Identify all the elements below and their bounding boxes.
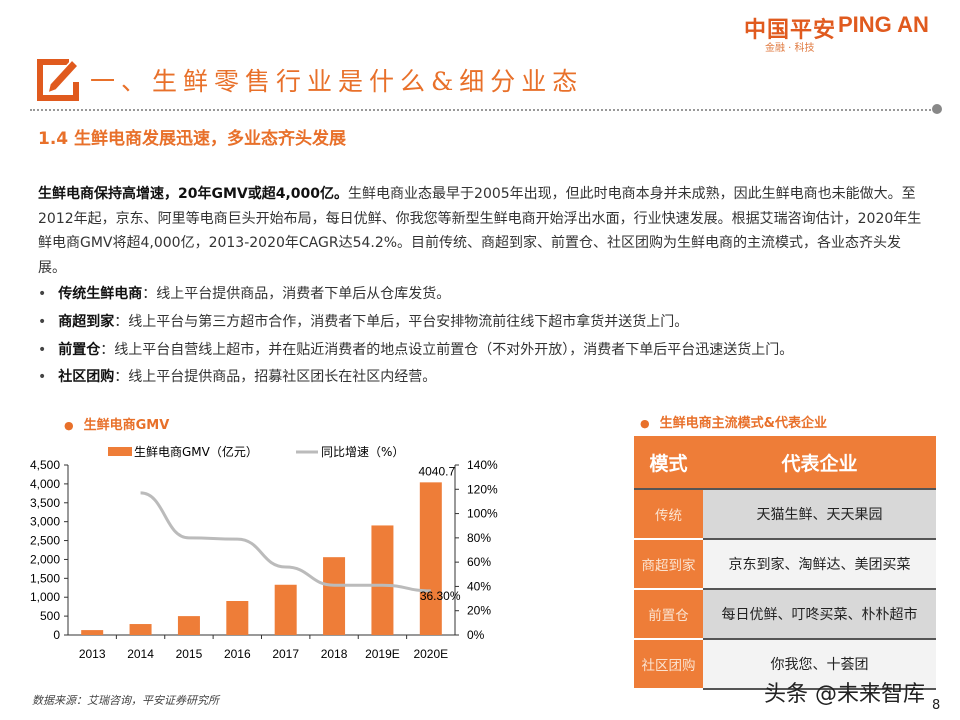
bullet-text: ：线上平台自营线上超市，并在贴近消费者的地点设立前置仓（不对外开放），消费者下单…: [100, 341, 794, 358]
chart-section-title: 生鲜电商GMV: [64, 414, 170, 433]
company-cell: 你我您、十荟团: [703, 639, 936, 690]
legend-bar-swatch: [108, 447, 132, 456]
left-tick-label: 1,500: [30, 571, 60, 585]
bullet-text: ：线上平台提供商品，消费者下单后从仓库发货。: [142, 286, 451, 302]
left-tick-label: 0: [53, 628, 60, 642]
left-tick-label: 2,500: [30, 534, 60, 548]
bullet-term: 传统生鲜电商: [58, 286, 143, 302]
bullet-item: 传统生鲜电商：线上平台提供商品，消费者下单后从仓库发货。: [38, 282, 928, 310]
bullet-text: ：线上平台提供商品，招募社区团长在社区内经营。: [114, 369, 437, 386]
table-section-title: 生鲜电商主流模式&代表企业: [640, 412, 827, 431]
bullet-term: 商超到家: [58, 313, 115, 330]
x-tick-label: 2017: [272, 647, 299, 661]
x-tick-label: 2015: [176, 647, 203, 661]
page-number: 8: [932, 698, 941, 713]
bar-data-label: 4040.7: [418, 464, 455, 478]
bullet-list: 传统生鲜电商：线上平台提供商品，消费者下单后从仓库发货。 商超到家：线上平台与第…: [38, 282, 928, 393]
bar: [323, 557, 346, 635]
watermark: 头条 @未来智库: [764, 682, 925, 707]
mode-cell: 传统: [634, 489, 703, 540]
mode-cell: 社区团购: [634, 639, 703, 690]
company-cell: 每日优鲜、叮咚买菜、朴朴超市: [703, 589, 936, 640]
line-data-label: 36.30%: [420, 589, 461, 603]
left-tick-label: 1,000: [30, 590, 60, 604]
logo-cn: 中国平安: [744, 18, 837, 43]
bullet-text: ：线上平台与第三方超市合作，消费者下单后，平台安排物流前往线下超市拿货并送货上门…: [114, 313, 689, 330]
right-tick-label: 40%: [467, 579, 491, 593]
right-tick-label: 0%: [467, 628, 485, 642]
bar: [419, 482, 442, 635]
source-note: 数据来源：艾瑞咨询，平安证券研究所: [32, 694, 219, 707]
table-row: 传统 天猫生鲜、天天果园: [634, 489, 936, 540]
bar: [371, 525, 394, 635]
left-tick-label: 4,000: [30, 477, 60, 491]
right-tick-label: 120%: [467, 482, 498, 496]
lead-bold: 生鲜电商保持高增速，20年GMV或超4,000亿。: [38, 186, 349, 202]
right-tick-label: 80%: [467, 531, 491, 545]
x-tick-label: 2018: [321, 647, 348, 661]
table-row: 社区团购 你我您、十荟团: [634, 639, 936, 690]
section-title: 一、生鲜零售行业是什么&细分业态: [90, 67, 584, 96]
company-cell: 天猫生鲜、天天果园: [703, 489, 936, 540]
bullet-term: 社区团购: [58, 369, 115, 386]
left-tick-label: 4,500: [30, 458, 60, 472]
lead-text: 生鲜电商业态最早于2005年出现，但此时电商本身并未成熟，因此生鲜电商也未能做大…: [38, 186, 922, 276]
x-tick-label: 2014: [127, 647, 154, 661]
legend-bar-label: 生鲜电商GMV（亿元）: [134, 444, 258, 459]
x-tick-label: 2016: [224, 647, 251, 661]
divider: [30, 109, 938, 111]
x-tick-label: 2013: [79, 647, 106, 661]
logo-tagline: 金融 · 科技: [765, 43, 815, 54]
right-tick-label: 100%: [467, 507, 498, 521]
bullet-item: 前置仓：线上平台自营线上超市，并在贴近消费者的地点设立前置仓（不对外开放），消费…: [38, 338, 928, 366]
divider-dot: [932, 104, 942, 114]
header-cell: 模式: [634, 436, 703, 490]
mode-cell: 商超到家: [634, 539, 703, 590]
left-tick-label: 3,500: [30, 496, 60, 510]
bar: [177, 616, 200, 635]
x-tick-label: 2020E: [413, 647, 448, 661]
bar: [226, 601, 249, 635]
table-row: 前置仓 每日优鲜、叮咚买菜、朴朴超市: [634, 589, 936, 640]
logo-en: PING AN: [838, 12, 929, 37]
mode-cell: 前置仓: [634, 589, 703, 640]
bar: [129, 624, 152, 635]
growth-line: [140, 491, 431, 593]
gmv-chart: 0 500 1,000 1,500 2,000 2,500 3,000 3,500 4,000 4…: [30, 444, 498, 661]
bar: [81, 630, 104, 635]
bullet-term: 前置仓: [58, 341, 101, 358]
bullet-item: 商超到家：线上平台与第三方超市合作，消费者下单后，平台安排物流前往线下超市拿货并…: [38, 310, 928, 338]
header-cell: 代表企业: [703, 436, 936, 490]
left-tick-label: 500: [40, 609, 60, 623]
legend-line-label: 同比增速（%）: [321, 445, 404, 459]
models-table: 模式 代表企业 传统 天猫生鲜、天天果园 商超到家 京东到家、淘鲜达、美团买菜 前置仓…: [634, 436, 936, 690]
right-tick-label: 140%: [467, 458, 498, 472]
table-row: 商超到家 京东到家、淘鲜达、美团买菜: [634, 539, 936, 590]
pen-icon: [37, 58, 80, 101]
right-tick-label: 60%: [467, 555, 491, 569]
company-cell: 京东到家、淘鲜达、美团买菜: [703, 539, 936, 590]
right-tick-label: 20%: [467, 604, 491, 618]
bar: [274, 584, 297, 635]
bullet-item: 社区团购：线上平台提供商品，招募社区团长在社区内经营。: [38, 365, 928, 393]
left-tick-label: 2,000: [30, 552, 60, 566]
intro-paragraph: 生鲜电商保持高增速，20年GMV或超4,000亿。生鲜电商业态最早于2005年出…: [38, 182, 928, 280]
x-tick-label: 2019E: [365, 647, 400, 661]
table-header-row: 模式 代表企业: [634, 436, 936, 490]
left-tick-label: 3,000: [30, 515, 60, 529]
subtitle: 1.4 生鲜电商发展迅速，多业态齐头发展: [38, 129, 347, 149]
